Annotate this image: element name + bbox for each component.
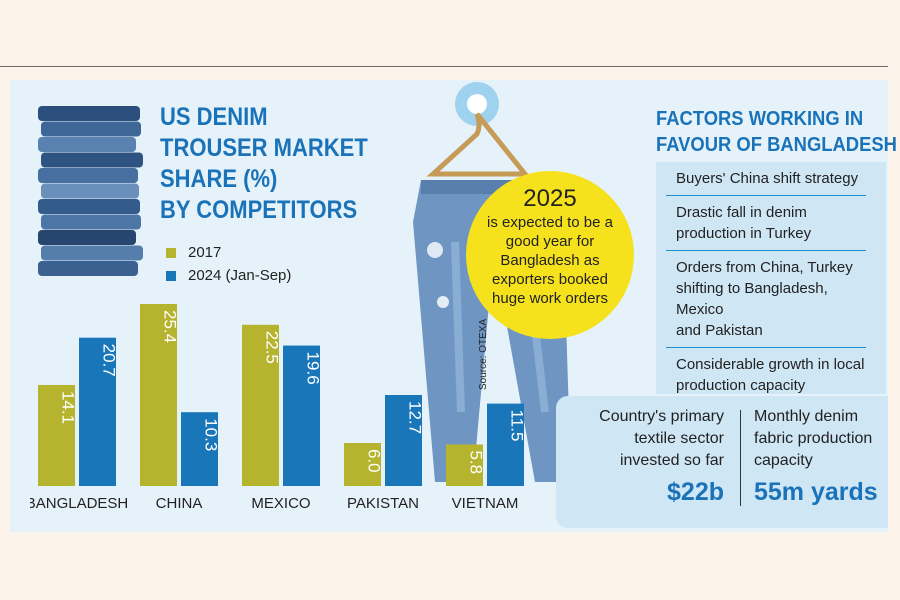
bar-china-2017	[140, 304, 177, 486]
stat-capacity-value: 55m yards	[754, 478, 878, 506]
bar-label-pakistan-2024: 12.7	[406, 401, 425, 434]
factor-item-line: Buyers' China shift strategy	[676, 170, 859, 187]
top-rule	[0, 66, 888, 67]
factor-item-line: Considerable growth in local	[676, 356, 865, 373]
bar-mexico-2017	[242, 324, 279, 486]
bar-label-mexico-2024: 19.6	[304, 352, 323, 385]
stat-investment: Country's primary textile sector investe…	[556, 406, 724, 508]
factor-item-line: shifting to Bangladesh, Mexico	[676, 280, 828, 318]
category-label-china: CHINA	[156, 495, 203, 512]
folded-jeans-layer	[38, 230, 136, 245]
category-label-pakistan: PAKISTAN	[347, 495, 419, 512]
folded-jeans-layer	[38, 106, 140, 121]
bar-label-vietnam-2017: 5.8	[467, 450, 486, 474]
bar-vietnam-2017	[446, 444, 483, 486]
bar-label-pakistan-2017: 6.0	[365, 449, 384, 473]
legend-item-2024: 2024 (Jan-Sep)	[166, 264, 291, 287]
folded-jeans-layer	[38, 199, 140, 214]
category-label-mexico: MEXICO	[251, 495, 310, 512]
chart-legend: 2017 2024 (Jan-Sep)	[166, 241, 291, 287]
bar-label-bangladesh-2024: 20.7	[100, 344, 119, 377]
legend-label-2017: 2017	[188, 244, 222, 261]
factor-item: Buyers' China shift strategy	[666, 162, 866, 196]
bar-vietnam-2024	[487, 403, 524, 486]
category-label-vietnam: VIETNAM	[452, 495, 519, 512]
bar-label-mexico-2017: 22.5	[263, 331, 282, 364]
bar-mexico-2024	[283, 345, 320, 486]
legend-label-2024: 2024 (Jan-Sep)	[188, 267, 292, 284]
factor-item: Drastic fall in denim production in Turke…	[666, 196, 866, 251]
stats-box: Country's primary textile sector investe…	[556, 396, 888, 528]
folded-jeans-layer	[38, 168, 138, 183]
stats-divider	[740, 410, 741, 506]
callout-message: is expected to be a good year for Bangla…	[487, 214, 613, 307]
factor-item-line: production capacity	[676, 377, 806, 394]
folded-jeans-layer	[41, 214, 141, 230]
folded-jeans-stack-image	[38, 106, 143, 276]
legend-swatch-2024	[166, 270, 176, 281]
bar-bangladesh-2017	[38, 384, 75, 486]
bar-chart: 14.1 20.7 BANGLADESH 25.4 10.3 CHINA 22.5 19.6 M…	[30, 304, 527, 512]
folded-jeans-layer	[38, 261, 138, 276]
factor-item: Considerable growth in local production c…	[666, 348, 866, 402]
factors-list: Buyers' China shift strategy Drastic fall…	[666, 162, 866, 402]
factor-item-line: and Pakistan	[676, 322, 763, 339]
folded-jeans-layer	[41, 121, 141, 137]
bar-label-bangladesh-2017: 14.1	[59, 391, 78, 424]
stat-capacity: Monthly denim fabric production capacity…	[754, 406, 884, 508]
legend-item-2017: 2017	[166, 241, 291, 264]
bar-label-china-2024: 10.3	[202, 418, 221, 451]
factors-background	[656, 162, 886, 394]
callout-year: 2025	[523, 185, 577, 212]
factor-item-line: production in Turkey	[676, 225, 812, 242]
category-label-bangladesh: BANGLADESH	[30, 495, 128, 512]
legend-swatch-2017	[166, 247, 176, 258]
folded-jeans-layer	[38, 137, 136, 152]
stat-investment-value: $22b	[667, 478, 724, 506]
folded-jeans-layer	[41, 245, 143, 261]
bar-bangladesh-2024	[79, 337, 116, 486]
factors-title: FACTORS WORKING IN FAVOUR OF BANGLADESH	[656, 108, 897, 156]
chart-title: US DENIM TROUSER MARKET SHARE (%) BY COM…	[160, 103, 368, 224]
bar-pakistan-2017	[344, 443, 381, 486]
factor-item-line: Drastic fall in denim	[676, 204, 807, 221]
bar-label-china-2017: 25.4	[161, 310, 180, 343]
bar-china-2024	[181, 412, 218, 486]
factor-item-line: Orders from China, Turkey	[676, 259, 853, 276]
callout-bubble: 2025 is expected to be a good year for B…	[466, 171, 634, 339]
bar-label-vietnam-2024: 11.5	[508, 410, 527, 442]
bar-pakistan-2024	[385, 395, 422, 486]
folded-jeans-layer	[41, 152, 143, 168]
factor-item: Orders from China, Turkey shifting to Ban…	[666, 251, 866, 348]
folded-jeans-layer	[41, 183, 139, 199]
